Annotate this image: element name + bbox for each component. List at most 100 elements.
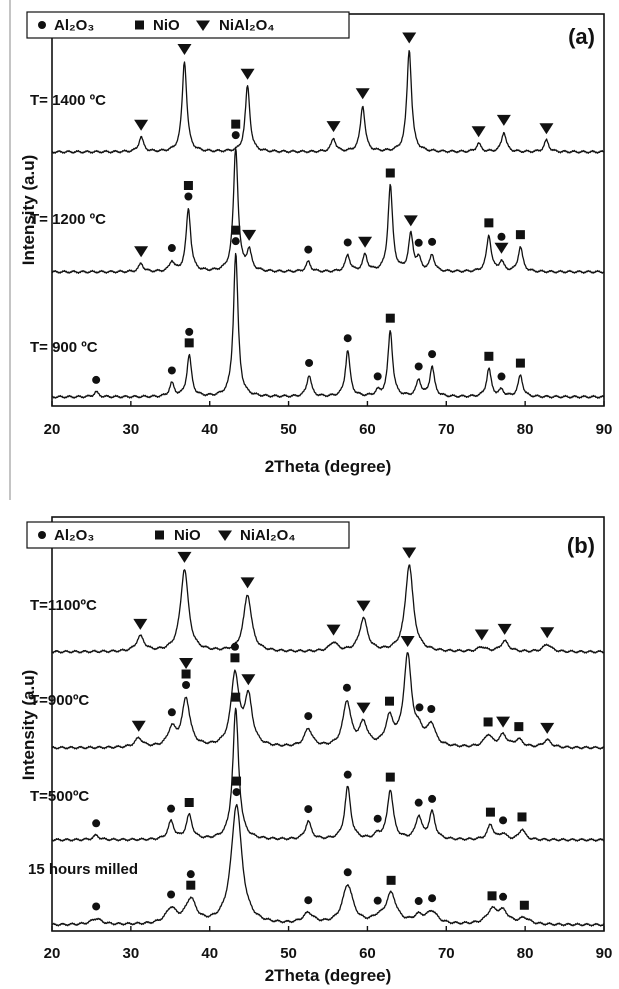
circle-peak-marker — [428, 794, 437, 803]
triangle-peak-marker — [497, 623, 512, 635]
square-peak-marker — [484, 351, 494, 361]
circle-peak-marker — [497, 232, 506, 241]
square-peak-marker — [230, 653, 240, 663]
legend-label-nial2o4: NiAl₂O₄ — [240, 527, 295, 544]
triangle-peak-marker — [540, 627, 555, 639]
triangle-peak-marker — [402, 547, 417, 559]
panel-b-y-axis-title: Intensity (a.u) — [19, 670, 38, 781]
x-tick-label: 60 — [359, 421, 376, 438]
panel-b-traces — [51, 564, 605, 927]
xrd-trace-line — [51, 564, 605, 654]
circle-peak-marker — [414, 798, 423, 807]
circle-peak-marker — [373, 372, 382, 381]
panel-b-plot-frame — [51, 516, 605, 932]
x-tick-label: 40 — [201, 945, 218, 962]
circle-peak-marker — [304, 805, 313, 814]
square-peak-marker — [232, 776, 242, 786]
x-tick-label: 50 — [280, 421, 297, 438]
circle-peak-marker — [414, 238, 423, 247]
circle-peak-marker — [415, 703, 424, 712]
circle-peak-marker — [167, 890, 176, 899]
x-tick-label: 90 — [596, 421, 613, 438]
square-peak-marker — [487, 891, 497, 901]
panel-b-legend: Al₂O₃ NiO NiAl₂O₄ — [26, 521, 350, 549]
x-tick-label: 70 — [438, 945, 455, 962]
trace-label: T= 900 ºC — [30, 339, 98, 356]
circle-peak-marker — [343, 770, 352, 779]
circle-peak-marker — [305, 358, 314, 367]
circle-peak-marker — [373, 814, 382, 823]
square-peak-marker — [186, 880, 196, 890]
square-peak-marker — [519, 900, 529, 910]
square-peak-marker — [231, 692, 241, 702]
triangle-peak-marker — [179, 658, 194, 670]
triangle-peak-marker — [326, 121, 341, 133]
triangle-peak-marker — [471, 126, 486, 138]
legend-circle-marker — [38, 531, 46, 539]
xrd-trace-line — [51, 803, 605, 927]
panel-b-label: (b) — [567, 533, 595, 558]
circle-peak-marker — [428, 237, 437, 246]
circle-peak-marker — [167, 804, 176, 813]
panel-b-x-axis-title: 2Theta (degree) — [265, 966, 392, 985]
panel-b-legend-box — [26, 521, 350, 549]
triangle-peak-marker — [240, 68, 255, 80]
triangle-peak-marker — [356, 600, 371, 612]
square-peak-marker — [483, 717, 493, 727]
legend-label-nial2o4: NiAl₂O₄ — [219, 17, 274, 34]
circle-peak-marker — [167, 708, 176, 717]
xrd-trace-line — [51, 652, 605, 750]
circle-peak-marker — [499, 816, 508, 825]
panel-a-trace-labels: T= 1400 ºC T= 1200 ºC T= 900 ºC — [30, 92, 106, 356]
xrd-trace-line — [51, 252, 605, 399]
legend-triangle-marker — [196, 20, 210, 31]
square-peak-marker — [231, 225, 241, 235]
legend-label-al2o3: Al₂O₃ — [54, 527, 94, 544]
circle-peak-marker — [184, 192, 193, 201]
circle-peak-marker — [167, 244, 176, 253]
triangle-peak-marker — [240, 577, 255, 589]
circle-peak-marker — [232, 788, 241, 797]
circle-peak-marker — [231, 131, 240, 140]
circle-peak-marker — [92, 375, 101, 384]
trace-label: 15 hours milled — [28, 861, 138, 878]
square-peak-marker — [184, 338, 194, 348]
triangle-peak-marker — [496, 716, 511, 728]
triangle-peak-marker — [403, 215, 418, 227]
xrd-trace-line — [51, 707, 605, 842]
legend-label-nio: NiO — [174, 527, 201, 544]
triangle-peak-marker — [358, 236, 373, 248]
circle-peak-marker — [343, 868, 352, 877]
panel-a-x-axis-title: 2Theta (degree) — [265, 457, 392, 476]
circle-peak-marker — [414, 897, 423, 906]
x-tick-label: 80 — [517, 421, 534, 438]
legend-label-al2o3: Al₂O₃ — [54, 17, 94, 34]
triangle-peak-marker — [474, 629, 489, 641]
circle-peak-marker — [497, 372, 506, 381]
circle-peak-marker — [304, 896, 313, 905]
trace-label: T= 1200 ºC — [30, 211, 106, 228]
legend-label-nio: NiO — [153, 17, 180, 34]
panel-a-y-axis-title: Intensity (a.u) — [19, 155, 38, 266]
circle-peak-marker — [373, 896, 382, 905]
legend-square-marker — [135, 20, 144, 30]
square-peak-marker — [181, 669, 191, 679]
triangle-peak-marker — [177, 44, 192, 56]
triangle-peak-marker — [242, 229, 257, 241]
square-peak-marker — [485, 807, 495, 817]
trace-label: T=1100ºC — [30, 597, 97, 614]
panel-b-trace-labels: T=1100ºC T=900ºC T=500ºC 15 hours milled — [28, 597, 138, 878]
square-peak-marker — [517, 812, 527, 822]
circle-peak-marker — [231, 237, 240, 246]
circle-peak-marker — [92, 902, 101, 911]
triangle-peak-marker — [496, 114, 511, 126]
circle-peak-marker — [230, 642, 239, 651]
trace-label: T=900ºC — [30, 692, 89, 709]
square-peak-marker — [184, 798, 194, 808]
panel-b-peak-markers — [92, 547, 555, 911]
xrd-trace-line — [51, 147, 605, 274]
square-peak-marker — [385, 696, 395, 706]
square-peak-marker — [514, 722, 524, 732]
panel-b: T=1100ºC T=900ºC T=500ºC 15 hours milled 20… — [19, 516, 612, 985]
triangle-peak-marker — [133, 618, 148, 630]
